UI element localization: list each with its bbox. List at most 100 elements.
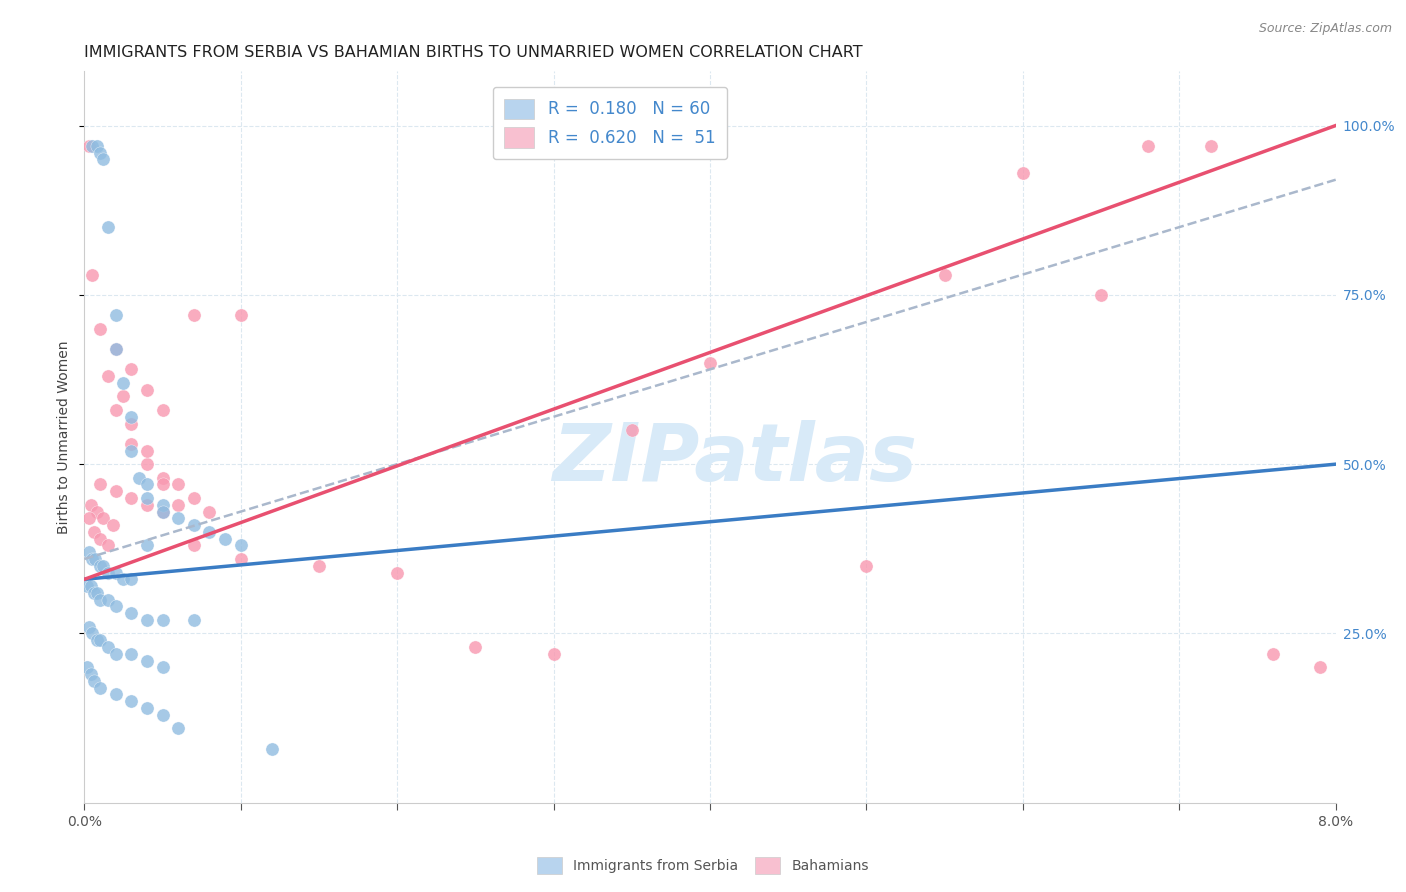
Point xyxy=(385,566,409,580)
Point xyxy=(82,552,104,566)
Point xyxy=(91,153,114,167)
Text: IMMIGRANTS FROM SERBIA VS BAHAMIAN BIRTHS TO UNMARRIED WOMEN CORRELATION CHART: IMMIGRANTS FROM SERBIA VS BAHAMIAN BIRTH… xyxy=(84,45,863,61)
Point xyxy=(120,409,142,424)
Point xyxy=(152,403,174,417)
Point xyxy=(1263,647,1285,661)
Point xyxy=(97,592,120,607)
Point xyxy=(104,688,127,702)
Point xyxy=(136,383,159,397)
Point xyxy=(152,505,174,519)
Point xyxy=(97,538,120,552)
Point xyxy=(167,511,190,525)
Point xyxy=(104,342,127,356)
Point xyxy=(86,633,108,648)
Point xyxy=(152,660,174,674)
Point xyxy=(89,322,111,336)
Point xyxy=(84,552,107,566)
Point xyxy=(83,673,105,688)
Point xyxy=(152,477,174,491)
Point xyxy=(136,477,159,491)
Point xyxy=(1012,166,1035,180)
Point xyxy=(120,572,142,586)
Legend: Immigrants from Serbia, Bahamians: Immigrants from Serbia, Bahamians xyxy=(530,850,876,880)
Point xyxy=(86,586,108,600)
Point xyxy=(82,139,104,153)
Point xyxy=(183,308,205,322)
Point xyxy=(1309,660,1331,674)
Point xyxy=(97,640,120,654)
Point xyxy=(101,518,124,533)
Point xyxy=(229,308,252,322)
Point xyxy=(104,484,127,499)
Point xyxy=(152,505,174,519)
Point xyxy=(76,579,98,593)
Point xyxy=(91,511,114,525)
Point xyxy=(89,592,111,607)
Point xyxy=(136,654,159,668)
Point xyxy=(262,741,284,756)
Point xyxy=(934,268,956,282)
Point xyxy=(120,437,142,451)
Point xyxy=(198,524,221,539)
Point xyxy=(152,613,174,627)
Point xyxy=(76,660,98,674)
Point xyxy=(79,498,101,512)
Point xyxy=(120,443,142,458)
Point xyxy=(89,558,111,573)
Point xyxy=(136,498,159,512)
Point xyxy=(97,220,120,235)
Point xyxy=(214,532,236,546)
Point xyxy=(77,139,100,153)
Text: ZIPatlas: ZIPatlas xyxy=(553,420,918,498)
Point xyxy=(104,308,127,322)
Point xyxy=(83,586,105,600)
Point xyxy=(229,538,252,552)
Point xyxy=(89,633,111,648)
Point xyxy=(1137,139,1160,153)
Point xyxy=(104,342,127,356)
Point xyxy=(97,369,120,384)
Point xyxy=(167,477,190,491)
Point xyxy=(136,491,159,505)
Point xyxy=(104,403,127,417)
Point xyxy=(136,457,159,471)
Point xyxy=(89,681,111,695)
Point xyxy=(699,355,721,369)
Point xyxy=(104,647,127,661)
Point xyxy=(120,647,142,661)
Text: Source: ZipAtlas.com: Source: ZipAtlas.com xyxy=(1258,22,1392,36)
Point xyxy=(89,532,111,546)
Legend: R =  0.180   N = 60, R =  0.620   N =  51: R = 0.180 N = 60, R = 0.620 N = 51 xyxy=(492,87,727,160)
Point xyxy=(89,477,111,491)
Point xyxy=(120,491,142,505)
Point xyxy=(152,707,174,722)
Point xyxy=(91,558,114,573)
Point xyxy=(855,558,877,573)
Point xyxy=(198,505,221,519)
Point xyxy=(183,613,205,627)
Point xyxy=(136,701,159,715)
Point xyxy=(77,545,100,559)
Point xyxy=(82,268,104,282)
Point xyxy=(183,491,205,505)
Point xyxy=(104,599,127,614)
Point xyxy=(89,145,111,160)
Point xyxy=(112,389,135,403)
Point xyxy=(112,572,135,586)
Point xyxy=(77,620,100,634)
Point xyxy=(183,518,205,533)
Point xyxy=(97,566,120,580)
Point xyxy=(83,524,105,539)
Point xyxy=(120,694,142,708)
Point xyxy=(620,423,643,437)
Point xyxy=(1199,139,1222,153)
Point xyxy=(79,667,101,681)
Point xyxy=(120,417,142,431)
Point xyxy=(167,498,190,512)
Point xyxy=(120,362,142,376)
Point xyxy=(128,471,150,485)
Point xyxy=(152,471,174,485)
Point xyxy=(464,640,486,654)
Point xyxy=(79,579,101,593)
Point xyxy=(120,606,142,620)
